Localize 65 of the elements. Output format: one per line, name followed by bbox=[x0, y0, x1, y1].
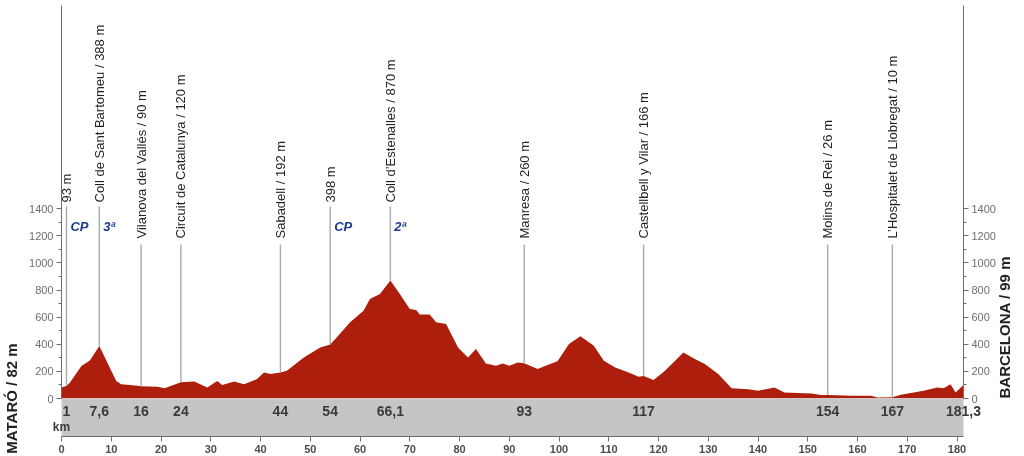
x2-axis-title: km bbox=[52, 419, 71, 434]
annotation: Castellbell y Vilar / 166 m bbox=[636, 92, 652, 239]
y2-tick-label: 0 bbox=[971, 392, 978, 405]
y-axis-title: MATARÓ / 82 m bbox=[3, 343, 21, 454]
y-tick-label: 600 bbox=[35, 311, 54, 324]
x2-tick-label: 154 bbox=[816, 402, 840, 419]
annotation: Coll d’Estenalles / 870 m bbox=[382, 59, 398, 203]
x-tick-label: 130 bbox=[699, 442, 718, 455]
x-tick-label: 20 bbox=[154, 442, 168, 455]
x2-tick-label: 167 bbox=[880, 402, 905, 419]
y2-tick-label: 1000 bbox=[971, 256, 996, 269]
x2-tick-label: 1 bbox=[62, 402, 71, 419]
x-tick-label: 160 bbox=[848, 442, 867, 455]
y-tick-label: 400 bbox=[35, 338, 54, 351]
y-tick-label: 1400 bbox=[29, 202, 54, 215]
x2-tick-label: 44 bbox=[272, 402, 289, 419]
y-tick-label: 1000 bbox=[29, 256, 54, 269]
x2-tick-label: 16 bbox=[133, 402, 150, 419]
annotation: Coll de Sant Bartomeu / 388 m bbox=[91, 24, 107, 203]
x-tick-label: 40 bbox=[254, 442, 267, 455]
annotation: Manresa / 260 m bbox=[516, 140, 532, 239]
y2-tick-label: 1400 bbox=[971, 202, 996, 215]
y2-tick-label: 1200 bbox=[971, 229, 996, 242]
y-tick-label: 200 bbox=[35, 365, 54, 378]
x2-tick-label: 24 bbox=[173, 402, 189, 419]
y2-axis-title: BARCELONA / 99 m bbox=[996, 256, 1014, 399]
x2-tick-label: 54 bbox=[322, 402, 339, 419]
y-tick-label: 0 bbox=[47, 392, 54, 405]
y-tick-label: 800 bbox=[35, 284, 54, 297]
y2-tick-label: 400 bbox=[971, 338, 990, 351]
annotation: 93 m bbox=[58, 173, 74, 203]
y-tick-label: 1200 bbox=[29, 229, 54, 242]
x-tick-label: 120 bbox=[649, 442, 668, 455]
annotation: Circuit de Catalunya / 120 m bbox=[173, 74, 189, 239]
x-tick-label: 110 bbox=[599, 442, 618, 455]
x-tick-label: 150 bbox=[798, 442, 817, 455]
x2-tick-label: 93 bbox=[516, 402, 533, 419]
x-tick-label: 80 bbox=[453, 442, 466, 455]
annotation: CP bbox=[70, 219, 89, 234]
annotation: Molins de Rei / 26 m bbox=[820, 120, 836, 239]
x-tick-label: 60 bbox=[353, 442, 367, 455]
x-tick-label: 10 bbox=[105, 442, 118, 455]
y2-tick-label: 600 bbox=[971, 311, 990, 324]
y2-tick-label: 200 bbox=[971, 365, 990, 378]
x-tick-label: 140 bbox=[748, 442, 768, 455]
annotation: Vilanova del Vallés / 90 m bbox=[133, 90, 149, 239]
x-tick-label: 50 bbox=[304, 442, 317, 455]
annotation: L’Hospitalet de Llobregat / 10 m bbox=[884, 55, 900, 239]
x-tick-label: 180 bbox=[947, 442, 967, 455]
x2-tick-label: 7,6 bbox=[89, 402, 110, 419]
y2-tick-label: 800 bbox=[971, 284, 990, 297]
x-tick-label: 30 bbox=[204, 442, 217, 455]
annotation: Sabadell / 192 m bbox=[272, 140, 288, 239]
x-tick-label: 170 bbox=[898, 442, 917, 455]
annotation: 3ª bbox=[103, 219, 117, 234]
x-tick-label: 90 bbox=[503, 442, 516, 455]
annotation: 2ª bbox=[393, 219, 408, 234]
x2-tick-label: 66,1 bbox=[376, 402, 405, 419]
annotation: CP bbox=[334, 219, 353, 234]
x2-tick-label: 117 bbox=[632, 402, 656, 419]
x2-tick-label: 181,3 bbox=[945, 402, 982, 419]
x-tick-label: 0 bbox=[58, 442, 65, 455]
x-tick-label: 100 bbox=[549, 442, 569, 455]
x-tick-label: 70 bbox=[403, 442, 416, 455]
annotation: 398 m bbox=[322, 166, 338, 203]
